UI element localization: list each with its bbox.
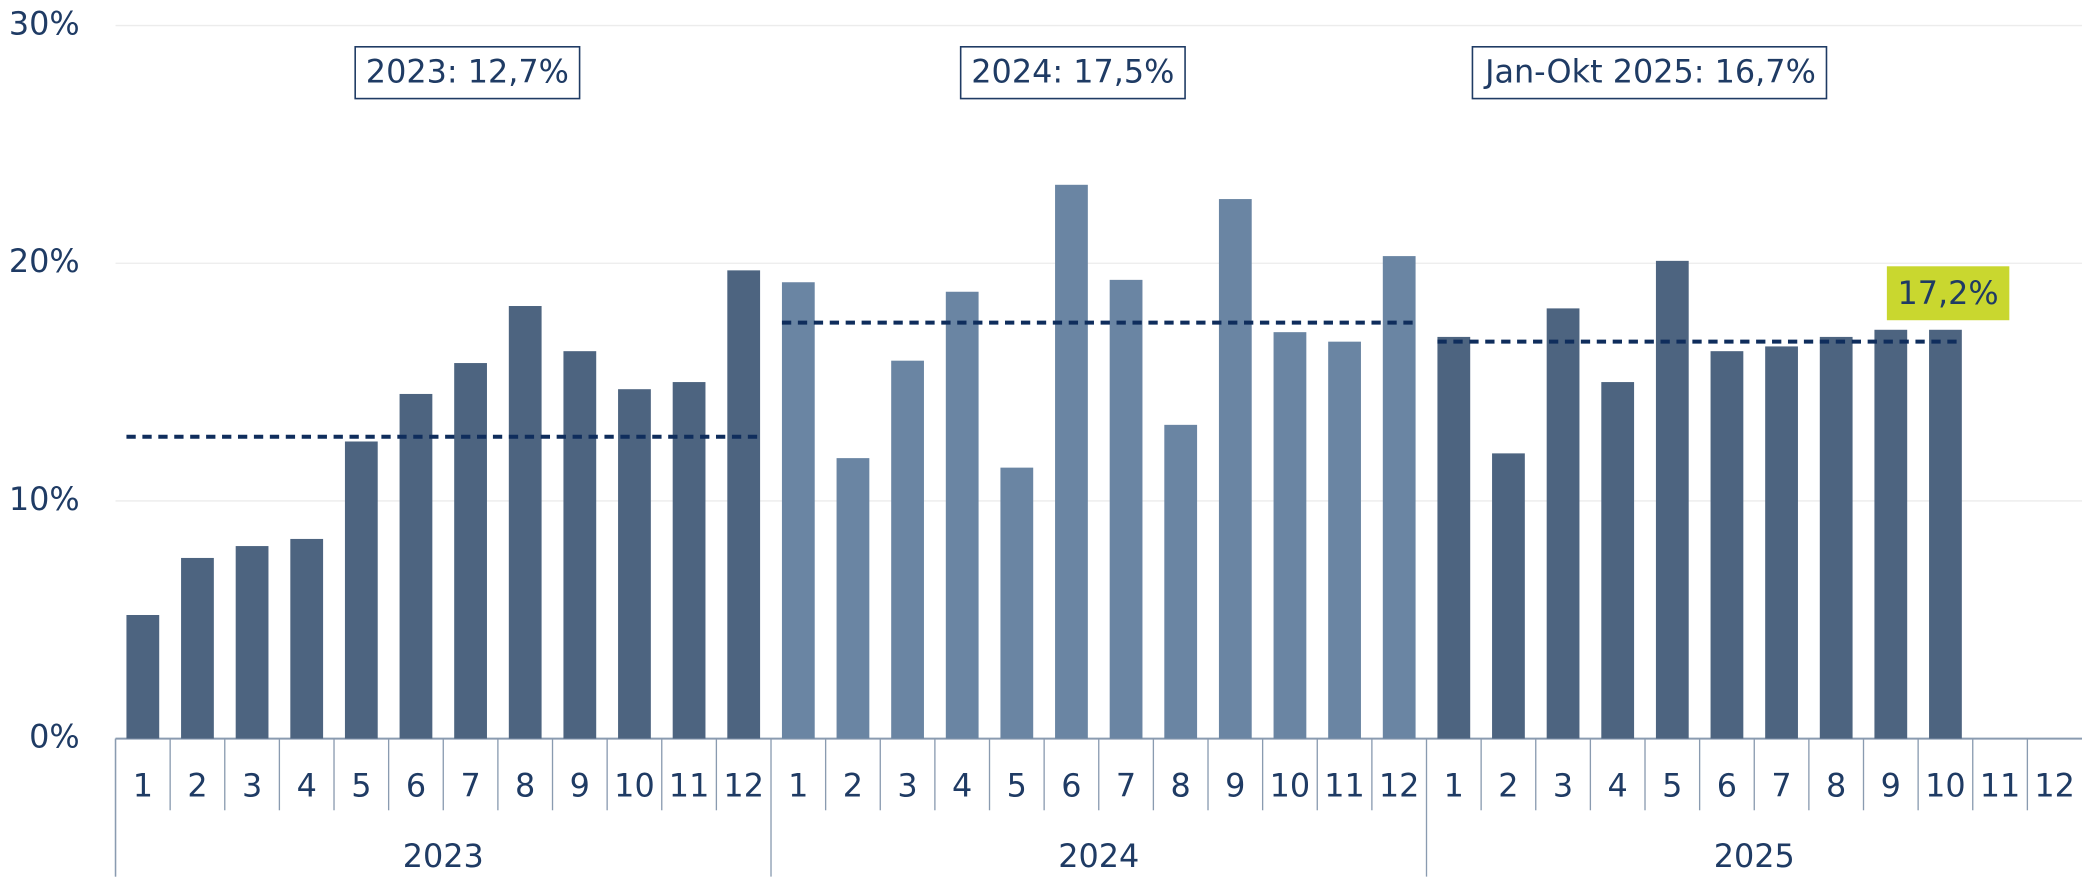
x-tick-label: 5 bbox=[1662, 767, 1682, 805]
x-tick-label: 10 bbox=[614, 767, 655, 805]
x-tick-label: 4 bbox=[952, 767, 972, 805]
x-tick-label: 2 bbox=[1498, 767, 1518, 805]
bar bbox=[1382, 256, 1416, 739]
average-label: 2024: 17,5% bbox=[971, 52, 1174, 90]
year-label: 2024 bbox=[1058, 837, 1139, 875]
bar bbox=[891, 360, 924, 739]
bar bbox=[344, 441, 378, 739]
bar bbox=[1819, 336, 1853, 739]
bar bbox=[1874, 329, 1908, 739]
x-tick-label: 7 bbox=[1116, 767, 1136, 805]
bar bbox=[1109, 279, 1143, 739]
x-tick-label: 10 bbox=[1925, 767, 1966, 805]
bar bbox=[618, 389, 651, 739]
average-box bbox=[1471, 46, 1828, 100]
year-label: 2023 bbox=[403, 837, 484, 875]
bar bbox=[1328, 341, 1361, 739]
bar bbox=[781, 282, 815, 739]
x-tick-label: 7 bbox=[460, 767, 480, 805]
bar bbox=[1765, 346, 1798, 739]
x-tick-label: 5 bbox=[351, 767, 371, 805]
x-tick-label: 1 bbox=[788, 767, 808, 805]
y-tick-label: 10% bbox=[9, 480, 80, 518]
bar bbox=[1492, 453, 1525, 739]
bar bbox=[181, 557, 214, 739]
bar bbox=[1055, 184, 1088, 739]
x-tick-label: 3 bbox=[1553, 767, 1573, 805]
x-tick-label: 12 bbox=[2034, 767, 2075, 805]
average-label: 2023: 12,7% bbox=[366, 52, 569, 90]
x-tick-label: 4 bbox=[297, 767, 317, 805]
y-tick-label: 30% bbox=[9, 5, 80, 43]
x-tick-label: 6 bbox=[1061, 767, 1081, 805]
y-tick-label: 0% bbox=[29, 718, 80, 756]
bar bbox=[727, 270, 761, 739]
x-tick-label: 8 bbox=[515, 767, 535, 805]
x-tick-label: 6 bbox=[406, 767, 426, 805]
average-label: Jan-Okt 2025: 16,7% bbox=[1483, 52, 1816, 90]
x-tick-label: 9 bbox=[570, 767, 590, 805]
x-tick-label: 11 bbox=[669, 767, 710, 805]
x-tick-label: 1 bbox=[1444, 767, 1464, 805]
x-tick-label: 11 bbox=[1980, 767, 2021, 805]
bar bbox=[1929, 329, 1962, 739]
x-tick-label: 10 bbox=[1270, 767, 1311, 805]
bar bbox=[1601, 382, 1635, 739]
x-tick-label: 5 bbox=[1007, 767, 1027, 805]
bar bbox=[1000, 467, 1034, 739]
y-tick-label: 20% bbox=[9, 242, 80, 280]
average-box bbox=[959, 46, 1186, 100]
bar bbox=[508, 306, 542, 739]
bar bbox=[836, 458, 870, 739]
bar bbox=[945, 291, 979, 739]
bar bbox=[399, 393, 433, 739]
bar bbox=[672, 382, 706, 739]
x-tick-label: 11 bbox=[1324, 767, 1365, 805]
x-tick-label: 6 bbox=[1717, 767, 1737, 805]
bar bbox=[454, 363, 487, 739]
bar bbox=[290, 538, 324, 739]
year-label: 2025 bbox=[1714, 837, 1795, 875]
bar bbox=[1546, 308, 1580, 739]
x-tick-label: 8 bbox=[1171, 767, 1191, 805]
value-label-bg bbox=[1886, 266, 2010, 321]
bar bbox=[1437, 336, 1471, 739]
bar bbox=[126, 614, 160, 739]
x-tick-label: 1 bbox=[133, 767, 153, 805]
x-tick-label: 9 bbox=[1225, 767, 1245, 805]
x-tick-label: 7 bbox=[1771, 767, 1791, 805]
value-label: 17,2% bbox=[1897, 274, 1998, 312]
x-tick-label: 12 bbox=[1379, 767, 1420, 805]
x-tick-label: 3 bbox=[242, 767, 262, 805]
bar bbox=[1273, 332, 1307, 739]
bar bbox=[1164, 424, 1198, 739]
x-tick-label: 3 bbox=[897, 767, 917, 805]
x-tick-label: 2 bbox=[187, 767, 207, 805]
bar bbox=[1655, 260, 1689, 739]
average-box bbox=[354, 46, 581, 100]
x-tick-label: 9 bbox=[1881, 767, 1901, 805]
bar bbox=[1218, 199, 1252, 739]
x-tick-label: 4 bbox=[1608, 767, 1628, 805]
x-tick-label: 12 bbox=[723, 767, 764, 805]
bar bbox=[563, 351, 597, 739]
x-tick-label: 2 bbox=[843, 767, 863, 805]
bar bbox=[235, 546, 269, 739]
bar bbox=[1710, 351, 1744, 739]
x-tick-label: 8 bbox=[1826, 767, 1846, 805]
